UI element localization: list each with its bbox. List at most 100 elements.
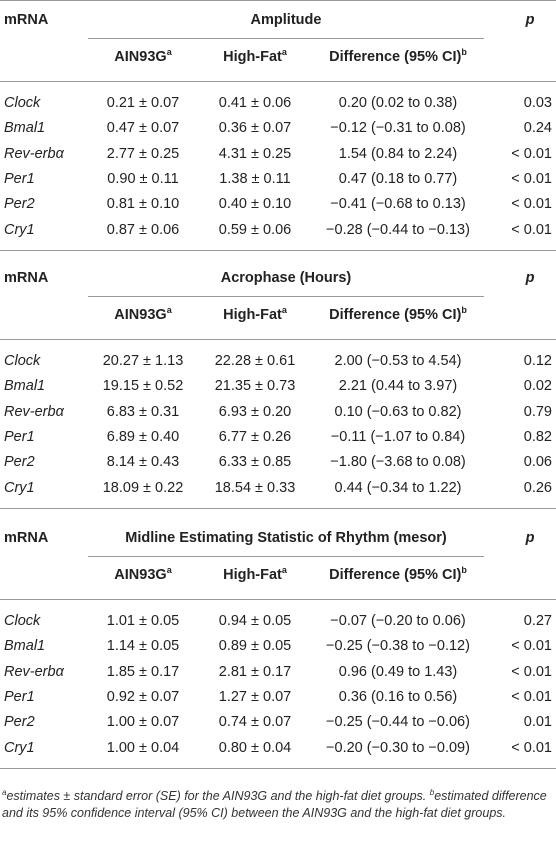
p-value: 0.01 <box>523 714 552 731</box>
ain93g-value: 6.89 ± 0.40 <box>106 428 180 445</box>
high-fat-value: 0.89 ± 0.05 <box>218 638 292 655</box>
high-fat-value: 0.74 ± 0.07 <box>218 714 292 731</box>
difference-value: −0.25 (−0.38 to −0.12) <box>326 638 470 655</box>
gene-name: Rev-erbα <box>4 403 64 420</box>
high-fat-value: 6.33 ± 0.85 <box>218 454 292 471</box>
difference-value: 0.10 (−0.63 to 0.82) <box>334 403 462 420</box>
column-label: AIN93G <box>114 49 167 65</box>
p-header: p <box>525 270 535 286</box>
p-value: 0.03 <box>523 95 552 111</box>
ain93g-value: 1.01 ± 0.05 <box>106 613 180 629</box>
difference-value: 2.21 (0.44 to 3.97) <box>338 378 458 395</box>
gene-name: Per2 <box>4 196 35 213</box>
gene-name: Clock <box>4 353 41 369</box>
gene-name: Clock <box>4 613 41 629</box>
mrna-header: mRNA <box>4 12 49 28</box>
ain93g-value: 20.27 ± 1.13 <box>102 353 184 369</box>
gene-name: Rev-erbα <box>4 663 64 680</box>
section-bottom-rule <box>0 508 556 509</box>
footnote-marker: a <box>281 565 287 576</box>
high-fat-value: 0.80 ± 0.04 <box>218 739 292 756</box>
gene-name: Cry1 <box>4 221 35 238</box>
ain93g-value: 2.77 ± 0.25 <box>106 145 180 162</box>
table-footnote: aestimates ± standard error (SE) for the… <box>2 788 552 822</box>
difference-value: −0.12 (−0.31 to 0.08) <box>330 120 466 137</box>
gene-name: Per1 <box>4 428 35 445</box>
ain93g-value: 0.21 ± 0.07 <box>106 95 180 111</box>
footnote-b-text: estimated difference and its 95% confide… <box>2 789 547 820</box>
p-value: 0.26 <box>523 479 552 496</box>
column-header-ain93g: AIN93Ga <box>88 566 198 584</box>
p-header: p <box>525 12 535 28</box>
p-value: < 0.01 <box>511 145 552 162</box>
difference-value: 0.36 (0.16 to 0.56) <box>338 688 458 705</box>
high-fat-value: 0.41 ± 0.06 <box>218 95 292 111</box>
column-header-difference: Difference (95% CI)b <box>312 48 484 66</box>
footnote-marker: b <box>461 305 467 316</box>
footnote-marker: a <box>166 565 172 576</box>
p-value: < 0.01 <box>511 663 552 680</box>
column-header-difference: Difference (95% CI)b <box>312 566 484 584</box>
difference-value: −0.11 (−1.07 to 0.84) <box>330 428 466 445</box>
high-fat-value: 21.35 ± 0.73 <box>214 378 296 395</box>
high-fat-value: 0.36 ± 0.07 <box>218 120 292 137</box>
difference-value: −0.07 (−0.20 to 0.06) <box>330 613 466 629</box>
high-fat-value: 2.81 ± 0.17 <box>218 663 292 680</box>
ain93g-value: 0.92 ± 0.07 <box>106 688 180 705</box>
column-header-high-fat: High-Fata <box>200 306 310 324</box>
footnote-marker: a <box>281 47 287 58</box>
p-value: 0.06 <box>523 454 552 471</box>
footnote-marker: a <box>166 305 172 316</box>
high-fat-value: 0.40 ± 0.10 <box>218 196 292 213</box>
gene-name: Rev-erbα <box>4 145 64 162</box>
high-fat-value: 0.94 ± 0.05 <box>218 613 292 629</box>
gene-name: Per2 <box>4 714 35 731</box>
p-value: 0.82 <box>523 428 552 445</box>
p-value: < 0.01 <box>511 170 552 187</box>
gene-name: Per2 <box>4 454 35 471</box>
high-fat-value: 6.77 ± 0.26 <box>218 428 292 445</box>
high-fat-value: 22.28 ± 0.61 <box>214 353 296 369</box>
section-subrule <box>88 38 484 39</box>
section-subrule <box>88 296 484 297</box>
p-value: 0.02 <box>523 378 552 395</box>
ain93g-value: 1.00 ± 0.07 <box>106 714 180 731</box>
column-label: AIN93G <box>114 307 167 323</box>
ain93g-value: 18.09 ± 0.22 <box>102 479 184 496</box>
ain93g-value: 8.14 ± 0.43 <box>106 454 180 471</box>
difference-value: 0.47 (0.18 to 0.77) <box>338 170 458 187</box>
p-value: < 0.01 <box>511 196 552 213</box>
footnote-marker: b <box>461 565 467 576</box>
section-title: Acrophase (Hours) <box>220 270 352 286</box>
gene-name: Bmal1 <box>4 378 46 395</box>
footnote-marker: a <box>281 305 287 316</box>
gene-name: Per1 <box>4 688 35 705</box>
top-rule <box>0 0 556 1</box>
footnote-marker-a: a <box>2 787 7 797</box>
mrna-header: mRNA <box>4 270 49 286</box>
ain93g-value: 19.15 ± 0.52 <box>102 378 184 395</box>
column-header-difference: Difference (95% CI)b <box>312 306 484 324</box>
footnote-marker: a <box>166 47 172 58</box>
p-value: < 0.01 <box>511 221 552 238</box>
column-header-ain93g: AIN93Ga <box>88 48 198 66</box>
difference-value: 2.00 (−0.53 to 4.54) <box>334 353 462 369</box>
column-label: Difference (95% CI) <box>329 49 462 65</box>
p-value: 0.24 <box>523 120 552 137</box>
column-header-high-fat: High-Fata <box>200 48 310 66</box>
p-value: 0.79 <box>523 403 552 420</box>
ain93g-value: 0.87 ± 0.06 <box>106 221 180 238</box>
p-value: < 0.01 <box>511 688 552 705</box>
section-subrule <box>88 556 484 557</box>
ain93g-value: 6.83 ± 0.31 <box>106 403 180 420</box>
column-header-high-fat: High-Fata <box>200 566 310 584</box>
gene-name: Clock <box>4 95 41 111</box>
ain93g-value: 0.47 ± 0.07 <box>106 120 180 137</box>
high-fat-value: 4.31 ± 0.25 <box>218 145 292 162</box>
mrna-header: mRNA <box>4 530 49 546</box>
column-label: High-Fat <box>223 567 282 583</box>
high-fat-value: 18.54 ± 0.33 <box>214 479 296 496</box>
section-title: Amplitude <box>250 12 322 28</box>
high-fat-value: 6.93 ± 0.20 <box>218 403 292 420</box>
ain93g-value: 1.00 ± 0.04 <box>106 739 180 756</box>
